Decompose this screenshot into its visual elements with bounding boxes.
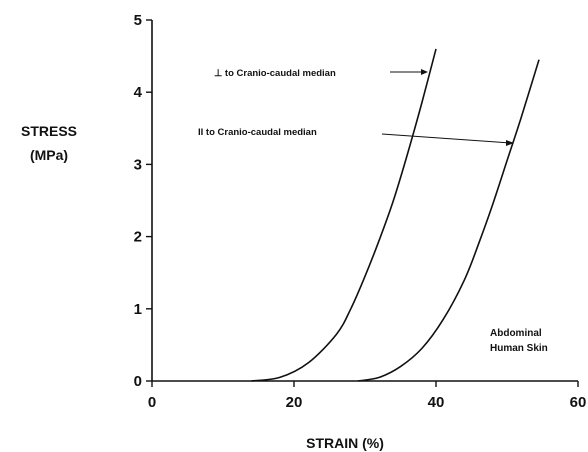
inset-label-line1: Abdominal xyxy=(490,328,542,339)
y-tick-label: 0 xyxy=(134,373,142,390)
x-tick-label: 40 xyxy=(428,394,445,411)
y-tick-label: 5 xyxy=(134,12,142,29)
inset-label-line2: Human Skin xyxy=(490,343,548,354)
annotation-parallel: II to Cranio-caudal median xyxy=(198,127,317,138)
annotation-parallel-leader xyxy=(381,133,511,144)
x-tick-label: 60 xyxy=(570,394,587,411)
y-tick-label: 3 xyxy=(134,156,142,173)
y-axis-title-line2: (MPa) xyxy=(30,147,68,163)
y-tick-label: 1 xyxy=(134,301,142,318)
annotation-perpendicular: ⊥ to Cranio-caudal median xyxy=(214,68,336,79)
y-tick-label: 4 xyxy=(134,84,143,101)
x-tick-label: 0 xyxy=(148,394,156,411)
axes xyxy=(151,20,578,382)
y-axis-title-line1: STRESS xyxy=(21,123,77,139)
x-tick-label: 20 xyxy=(286,394,303,411)
annotation-perpendicular-arrowhead xyxy=(421,69,428,75)
curves xyxy=(251,48,540,382)
y-tick-label: 2 xyxy=(134,229,142,246)
annotation-parallel-arrowhead xyxy=(506,140,514,146)
x-ticks: 0 20 40 60 xyxy=(148,381,587,411)
x-axis-title: STRAIN (%) xyxy=(306,435,384,451)
perpendicular-curve xyxy=(251,48,437,382)
y-ticks: 0 1 2 3 4 5 xyxy=(134,12,152,390)
parallel-curve xyxy=(357,59,540,382)
